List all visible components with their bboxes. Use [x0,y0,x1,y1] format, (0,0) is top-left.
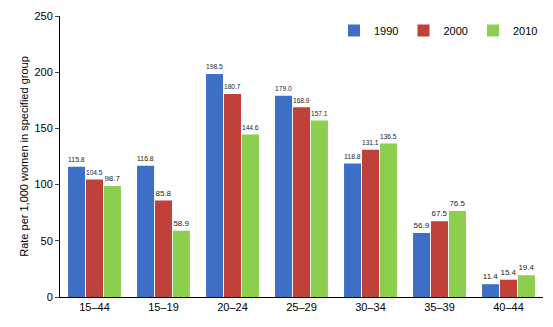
svg-text:15–19: 15–19 [148,301,179,313]
svg-text:2000: 2000 [443,25,467,37]
svg-text:118.8: 118.8 [344,153,361,160]
svg-text:131.1: 131.1 [362,139,379,146]
svg-text:19.4: 19.4 [518,263,534,272]
svg-text:20–24: 20–24 [217,301,248,313]
svg-text:116.8: 116.8 [137,155,154,162]
svg-text:136.5: 136.5 [380,133,397,140]
svg-text:150: 150 [34,122,52,134]
svg-text:1990: 1990 [374,25,398,37]
svg-text:2010: 2010 [513,25,537,37]
svg-text:250: 250 [34,10,52,22]
svg-text:198.5: 198.5 [206,63,223,70]
svg-text:58.9: 58.9 [173,219,189,228]
svg-text:35–39: 35–39 [424,301,455,313]
svg-text:100: 100 [34,178,52,190]
svg-text:157.1: 157.1 [311,110,328,117]
svg-text:15–44: 15–44 [79,301,110,313]
svg-text:67.5: 67.5 [431,209,447,218]
svg-text:104.5: 104.5 [86,169,103,176]
svg-text:200: 200 [34,66,52,78]
svg-text:11.4: 11.4 [483,272,499,281]
svg-text:98.7: 98.7 [104,174,120,183]
svg-text:115.8: 115.8 [68,156,85,163]
svg-text:180.7: 180.7 [224,83,241,90]
svg-text:50: 50 [41,235,53,247]
svg-text:56.9: 56.9 [413,221,429,230]
svg-text:168.9: 168.9 [293,97,310,104]
svg-text:144.6: 144.6 [242,124,259,131]
svg-text:179.0: 179.0 [275,85,292,92]
svg-text:25–29: 25–29 [286,301,317,313]
svg-text:15.4: 15.4 [500,268,516,277]
svg-text:Rate per 1,000 women in specif: Rate per 1,000 women in specified group [18,56,30,257]
svg-text:30–34: 30–34 [355,301,386,313]
svg-text:76.5: 76.5 [449,199,465,208]
svg-text:40–44: 40–44 [493,301,524,313]
svg-text:85.8: 85.8 [155,189,171,198]
svg-text:0: 0 [47,291,53,303]
